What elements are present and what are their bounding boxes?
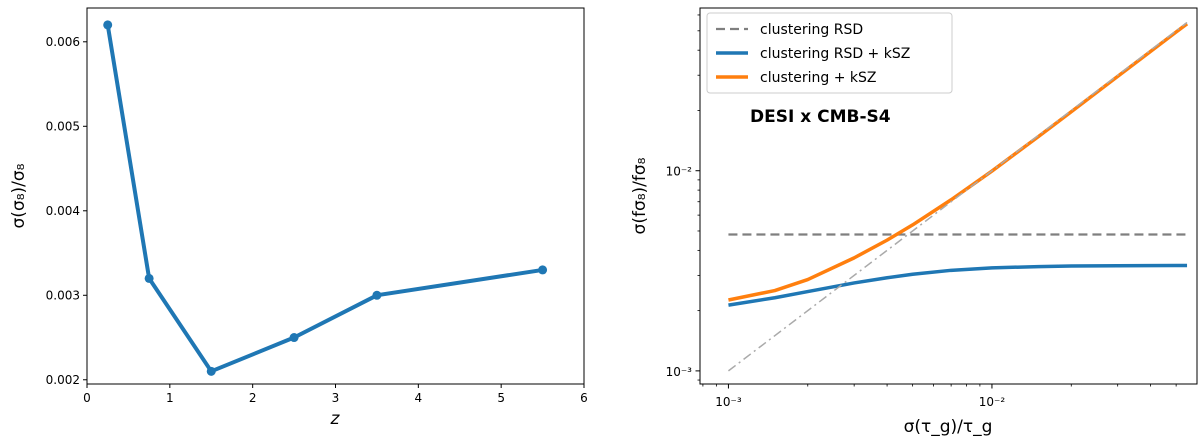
- legend-entry: clustering RSD: [760, 22, 863, 38]
- y-axis-label-right: σ(fσ₈)/fσ₈: [630, 157, 650, 234]
- legend-entry: clustering RSD + kSZ: [760, 46, 910, 62]
- legend: clustering RSD clustering RSD + kSZ cluste…: [706, 12, 953, 94]
- data-point: [144, 273, 154, 283]
- x-tick-label: 10⁻²: [979, 395, 1006, 409]
- series-line: [728, 22, 1189, 302]
- x-tick-label: 1: [166, 391, 174, 405]
- legend-frame: [706, 12, 953, 94]
- y-ticks-left: 0.002 0.003 0.004 0.005 0.006: [46, 35, 87, 387]
- x-axis-label-right: σ(τ_g)/τ_g: [904, 417, 993, 437]
- x-axis-label-left: z: [330, 409, 341, 429]
- data-point: [538, 265, 548, 275]
- x-tick-label: 0: [83, 391, 91, 405]
- series-line: [727, 21, 1188, 372]
- y-tick-label: 0.004: [46, 204, 80, 218]
- series-line: [728, 263, 1188, 307]
- x-tick-label: 4: [415, 391, 423, 405]
- y-axis-label-left: σ(σ₈)/σ₈: [9, 163, 29, 228]
- annotation-label: DESI x CMB-S4: [750, 107, 891, 127]
- y-tick-label: 0.006: [46, 35, 80, 49]
- chart-left: 0 1 2 3 4 5 6 0.002 0.003 0.004 0.005 0.006 z σ(σ₈…: [9, 7, 588, 429]
- plot-frame-right: [699, 7, 1198, 385]
- x-tick-label: 3: [332, 391, 340, 405]
- legend-entry: clustering + kSZ: [760, 70, 876, 86]
- x-tick-label: 6: [580, 391, 588, 405]
- plot-frame-left: [86, 7, 585, 385]
- x-tick-label: 2: [249, 391, 257, 405]
- y-ticks-right: 10⁻³ 10⁻²: [666, 14, 700, 381]
- y-tick-label: 0.003: [46, 288, 80, 302]
- y-tick-label: 10⁻²: [666, 165, 693, 179]
- x-tick-label: 10⁻³: [715, 395, 742, 409]
- data-point: [103, 20, 113, 30]
- x-ticks-right: 10⁻³ 10⁻²: [702, 384, 1177, 409]
- series-right: [727, 21, 1189, 372]
- series-line: [105, 24, 543, 374]
- y-tick-label: 0.005: [46, 119, 80, 133]
- data-point: [372, 290, 382, 300]
- y-tick-label: 0.002: [46, 373, 80, 387]
- y-tick-label: 10⁻³: [666, 365, 693, 379]
- data-point: [206, 366, 216, 376]
- series-left: [103, 20, 548, 376]
- x-tick-label: 5: [497, 391, 505, 405]
- x-ticks-left: 0 1 2 3 4 5 6: [83, 384, 588, 405]
- chart-right: 10⁻³ 10⁻² 10⁻³ 10⁻² DESI x CMB-S4 clusteri…: [630, 7, 1198, 437]
- data-point: [289, 333, 299, 343]
